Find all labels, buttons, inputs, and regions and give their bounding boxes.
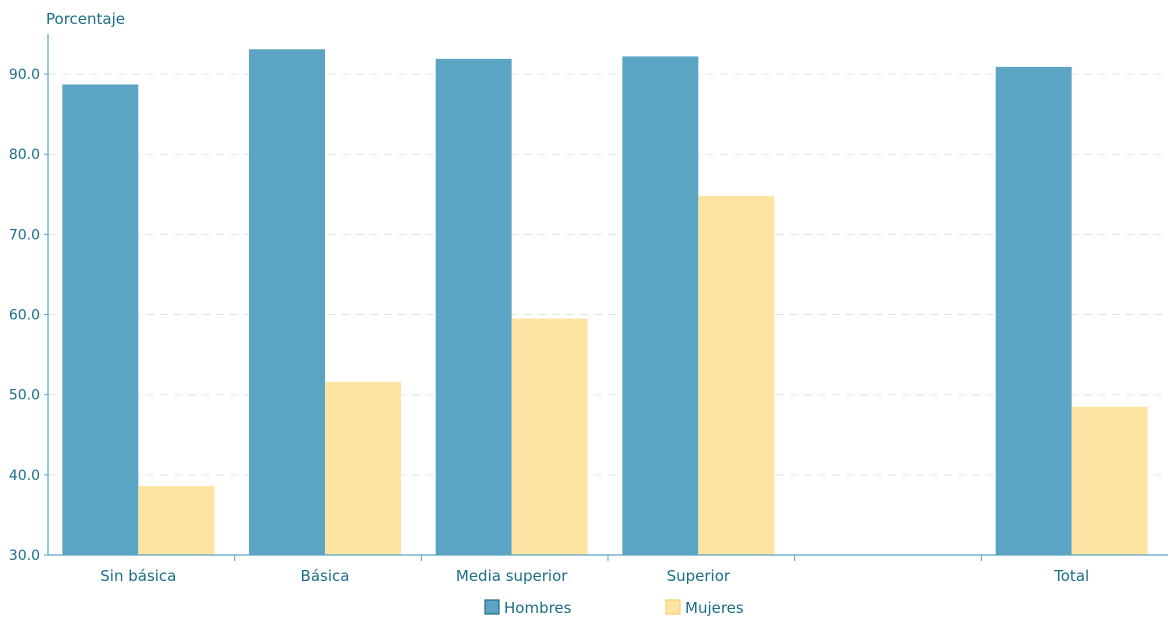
y-tick-label: 40.0 bbox=[9, 468, 40, 484]
y-tick-label: 30.0 bbox=[9, 548, 40, 564]
bar-mujeres bbox=[138, 486, 215, 555]
bar-mujeres bbox=[1071, 406, 1148, 555]
legend-label-hombres: Hombres bbox=[504, 599, 572, 617]
gridlines bbox=[48, 73, 1168, 476]
x-tick-label: Sin básica bbox=[100, 567, 176, 585]
bars bbox=[62, 49, 1148, 556]
y-tick-label: 90.0 bbox=[9, 67, 40, 83]
y-tick-label: 70.0 bbox=[9, 227, 40, 243]
bar-hombres bbox=[622, 56, 699, 555]
x-tick-label: Total bbox=[1053, 567, 1089, 585]
x-tick-label: Básica bbox=[301, 567, 350, 585]
bar-hombres bbox=[435, 58, 512, 556]
x-ticks: Sin básica Básica Media superior Superior To… bbox=[100, 555, 1089, 585]
y-tick-label: 80.0 bbox=[9, 147, 40, 163]
bar-mujeres bbox=[698, 195, 775, 555]
legend-swatch-mujeres bbox=[665, 599, 681, 615]
bar-mujeres bbox=[325, 381, 401, 555]
legend-swatch-hombres bbox=[484, 599, 500, 615]
bar-mujeres bbox=[511, 318, 588, 555]
legend: Hombres Mujeres bbox=[484, 599, 744, 617]
x-tick-label: Media superior bbox=[456, 567, 568, 585]
bar-hombres bbox=[995, 66, 1072, 556]
x-tick-label: Superior bbox=[667, 567, 731, 585]
legend-label-mujeres: Mujeres bbox=[685, 599, 744, 617]
bar-hombres bbox=[62, 84, 139, 556]
bar-hombres bbox=[249, 49, 325, 556]
y-ticks: 30.0 40.0 50.0 60.0 70.0 80.0 90.0 bbox=[9, 67, 48, 564]
y-tick-label: 50.0 bbox=[9, 388, 40, 404]
y-axis-label: Porcentaje bbox=[46, 10, 125, 28]
y-tick-label: 60.0 bbox=[9, 308, 40, 324]
